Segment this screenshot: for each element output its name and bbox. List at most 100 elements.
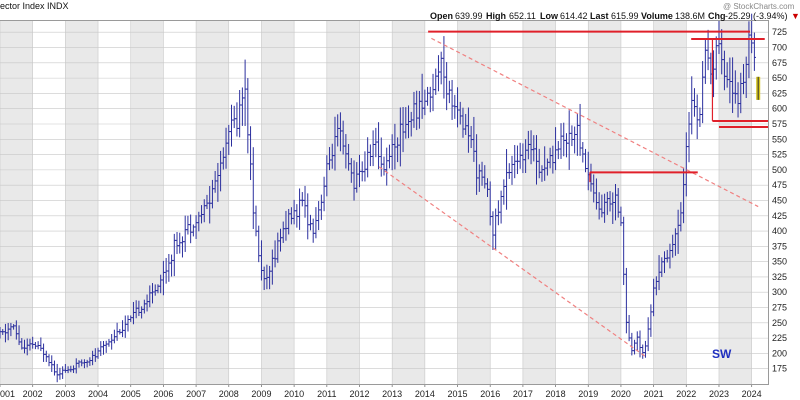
watermark-text: @ StockCharts.com [723, 2, 795, 11]
ohlc-bar [622, 216, 626, 286]
y-tick-label: 175 [772, 364, 787, 374]
ohlc-bar [382, 156, 386, 176]
year-band [261, 20, 295, 384]
ohlc-bar [518, 142, 522, 169]
ohlc-bar [573, 126, 577, 154]
x-tick-label: 2022 [676, 389, 696, 399]
ohlc-bar [104, 340, 108, 353]
ohlc-bar [311, 218, 315, 243]
ohlc-bar [126, 315, 130, 332]
ohlc-bar [322, 176, 326, 212]
x-tick-label: 2007 [186, 389, 206, 399]
last-label: Last [590, 11, 609, 21]
ohlc-bar [112, 329, 116, 344]
ohlc-bar [303, 185, 307, 218]
x-tick-label: 2006 [153, 389, 173, 399]
x-tick-label: 2010 [284, 389, 304, 399]
ohlc-bar [366, 137, 370, 178]
low-value: 614.42 [560, 11, 588, 21]
ohlc-bar [649, 304, 653, 337]
ohlc-bar [567, 110, 571, 170]
ohlc-bar [575, 113, 579, 156]
ohlc-bar [453, 94, 457, 119]
ohlc-bar [439, 51, 443, 85]
ohlc-bar [502, 179, 506, 205]
ohlc-bar [300, 192, 304, 207]
x-tick-label: 2016 [480, 389, 500, 399]
x-tick-label: 2015 [448, 389, 468, 399]
ohlc-bar [556, 141, 560, 160]
ohlc-bar [33, 342, 38, 350]
x-tick-label: 2011 [317, 389, 336, 399]
ohlc-bar [450, 79, 454, 120]
y-tick-label: 525 [772, 150, 787, 160]
ohlc-bar [624, 267, 628, 334]
ohlc-bar [50, 355, 54, 372]
y-tick-label: 400 [772, 226, 787, 236]
ohlc-bar [248, 126, 253, 181]
ohlc-bar [630, 332, 634, 356]
ohlc-bar [690, 76, 694, 135]
ohlc-bar [578, 103, 582, 156]
y-tick-label: 200 [772, 348, 787, 358]
ohlc-bar [499, 190, 503, 224]
y-tick-label: 375 [772, 241, 787, 251]
x-axis-tick-labels: 001 2002 2003 2004 2005 2006 2007 2008 2009 2010 2… [0, 384, 762, 399]
last-value: 615.99 [611, 11, 639, 21]
open-value: 639.99 [455, 11, 483, 21]
ohlc-bar [436, 55, 441, 92]
high-value: 652.11 [509, 11, 536, 21]
ohlc-bar [189, 214, 193, 244]
ohlc-bar [319, 194, 323, 220]
ohlc-bar [646, 317, 650, 352]
x-tick-label: 2020 [611, 389, 631, 399]
ohlc-bar [191, 224, 195, 237]
ohlc-bar [641, 344, 645, 359]
ohlc-bar [175, 231, 179, 255]
ohlc-bar [254, 205, 258, 237]
ohlc-bar [379, 137, 383, 177]
ohlc-bar [360, 161, 364, 182]
year-band [326, 20, 360, 384]
ohlc-bar [695, 94, 699, 140]
ohlc-bar [308, 214, 313, 231]
ohlc-bar [99, 341, 103, 357]
ohlc-bar [559, 123, 563, 159]
year-band [130, 20, 164, 384]
chg-down-icon: ▼ [791, 11, 800, 21]
ohlc-bar [513, 145, 517, 179]
ohlc-bar [180, 236, 185, 258]
y-tick-label: 575 [772, 119, 787, 129]
ohlc-bar [635, 331, 639, 352]
x-tick-label: 2023 [709, 389, 729, 399]
y-tick-label: 650 [772, 73, 787, 83]
ohlc-bar [570, 125, 574, 147]
ohlc-bar [246, 78, 250, 154]
ohlc-bar [434, 68, 438, 95]
ohlc-bar [494, 208, 498, 250]
ohlc-bar [61, 366, 65, 379]
ohlc-bar [581, 142, 585, 163]
channel-lines [378, 37, 759, 359]
ohlc-bar [583, 148, 588, 173]
y-tick-label: 300 [772, 287, 787, 297]
ohlc-bar [186, 215, 190, 235]
ohlc-bar [167, 253, 171, 282]
year-band [653, 20, 687, 384]
ohlc-bar [627, 314, 631, 342]
ohlc-bar [172, 233, 176, 277]
ohlc-bar [118, 328, 122, 335]
ohlc-bar [632, 339, 637, 355]
ohlc-bar [431, 73, 435, 112]
y-tick-label: 325 [772, 272, 787, 282]
ohlc-bar [376, 122, 381, 170]
ohlc-bar [107, 338, 111, 347]
ohlc-bar [706, 29, 710, 71]
ohlc-bar [447, 80, 451, 104]
chg-value: -25.29 (-3.94%) [725, 11, 788, 21]
x-tick-label: 2021 [644, 389, 664, 399]
y-tick-label: 225 [772, 333, 787, 343]
x-tick-label: 2003 [55, 389, 75, 399]
ohlc-bar [229, 104, 234, 147]
low-label: Low [540, 11, 559, 21]
